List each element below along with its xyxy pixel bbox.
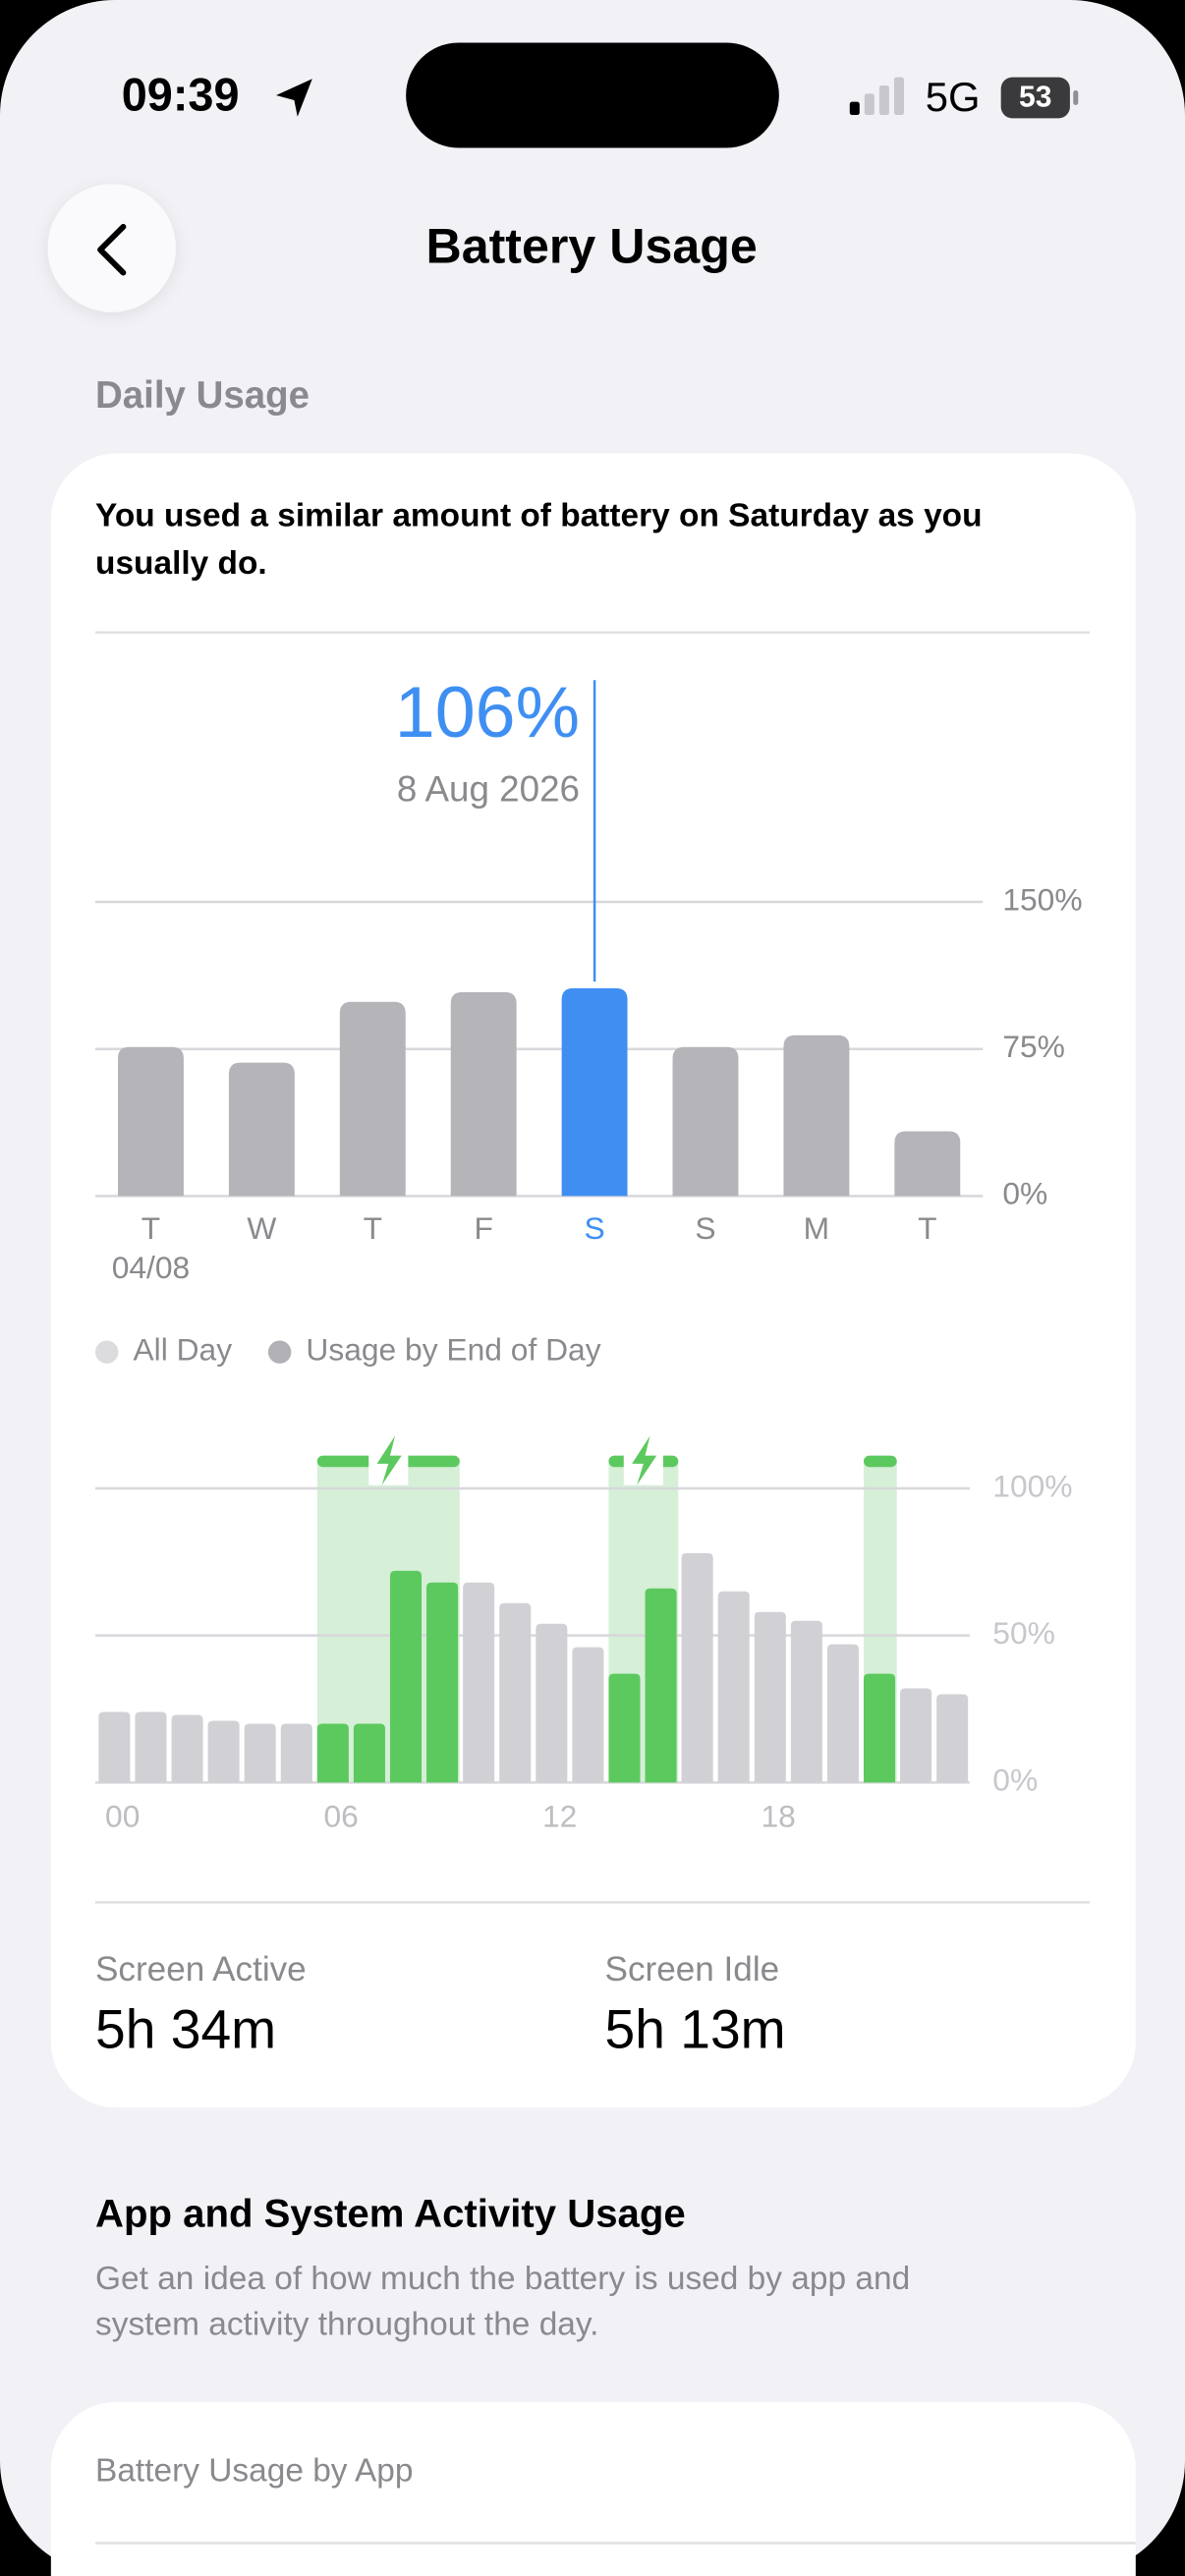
bar xyxy=(783,1035,850,1197)
y-tick-label: 0% xyxy=(1002,1176,1047,1211)
x-tick-label: 12 xyxy=(542,1799,577,1834)
battery-level: 53 xyxy=(1019,81,1051,113)
bar xyxy=(135,1711,167,1783)
bar xyxy=(936,1694,969,1783)
bar xyxy=(118,1046,184,1197)
signal-icon xyxy=(849,77,904,116)
summary-line: usually do. xyxy=(95,545,267,582)
activity-title: App and System Activity Usage xyxy=(95,2191,686,2235)
bolt-icon xyxy=(376,1435,402,1485)
bar xyxy=(681,1552,713,1783)
app-usage-title: Battery Usage by App xyxy=(95,2452,413,2489)
back-button-bg[interactable] xyxy=(47,184,176,312)
bar xyxy=(894,1131,961,1197)
bar xyxy=(450,991,517,1197)
stat-value: 5h 13m xyxy=(605,1999,786,2060)
network-label: 5G xyxy=(926,74,981,120)
bar xyxy=(316,1723,349,1783)
bolt-icon xyxy=(632,1435,657,1485)
battery-icon xyxy=(1000,77,1070,119)
value-label: 106% xyxy=(395,671,580,753)
daily-chart: 0% 75% 150% T 04/08 W T F S 106% 8 Aug 2026 S M T xyxy=(95,671,1083,1285)
bar xyxy=(171,1714,203,1783)
bar xyxy=(645,1588,677,1783)
hourly-chart: All Day Usage by End of Day 0% 50% 100% 00 06 1… xyxy=(95,1332,1073,1834)
app-usage-card[interactable] xyxy=(50,2401,1136,2576)
bar xyxy=(244,1723,276,1783)
location-icon xyxy=(276,79,312,117)
dynamic-island xyxy=(406,42,779,148)
back-chevron[interactable] xyxy=(97,223,127,276)
bar xyxy=(353,1723,385,1783)
x-tick-label: M xyxy=(804,1210,829,1246)
bar xyxy=(717,1591,750,1783)
bar xyxy=(572,1647,604,1783)
legend-label: Usage by End of Day xyxy=(306,1332,600,1368)
bar xyxy=(672,1046,739,1197)
usage-card xyxy=(50,453,1136,2108)
bar xyxy=(463,1582,495,1783)
bar xyxy=(228,1062,295,1197)
x-tick-label: T xyxy=(364,1210,382,1246)
bar xyxy=(499,1602,532,1783)
bar xyxy=(98,1711,131,1783)
y-tick-label: 75% xyxy=(1002,1029,1065,1064)
bar xyxy=(790,1620,822,1783)
bar xyxy=(561,987,628,1197)
bar xyxy=(207,1720,240,1783)
battery-tip xyxy=(1073,89,1079,106)
bar xyxy=(900,1688,932,1783)
activity-description: system activity throughout the day. xyxy=(95,2307,598,2343)
x-tick-label: S xyxy=(695,1210,715,1246)
x-tick-label: T xyxy=(141,1210,160,1246)
x-tick-label: 00 xyxy=(105,1799,140,1834)
selected-date: 8 Aug 2026 xyxy=(397,769,580,810)
section-title: Daily Usage xyxy=(95,374,310,417)
x-tick-label: 06 xyxy=(324,1799,359,1834)
x-date-label: 04/08 xyxy=(112,1250,191,1285)
y-tick-label: 100% xyxy=(992,1468,1072,1503)
stat-label: Screen Active xyxy=(95,1950,307,1988)
legend-marker xyxy=(95,1340,119,1364)
x-tick-label: W xyxy=(247,1210,276,1246)
stat-value: 5h 34m xyxy=(95,1999,276,2060)
activity-description: Get an idea of how much the battery is u… xyxy=(95,2261,910,2297)
y-tick-label: 50% xyxy=(992,1615,1055,1651)
legend-label: All Day xyxy=(133,1332,232,1368)
back-button[interactable] xyxy=(47,184,176,312)
x-tick-label: S xyxy=(584,1210,604,1246)
x-tick-label: T xyxy=(918,1210,936,1246)
summary-line: You used a similar amount of battery on … xyxy=(95,498,983,534)
bar xyxy=(863,1673,896,1783)
y-tick-label: 150% xyxy=(1002,881,1082,917)
bar xyxy=(339,1001,406,1197)
bar xyxy=(826,1644,859,1783)
x-tick-label: 18 xyxy=(761,1799,795,1834)
stat-label: Screen Idle xyxy=(605,1950,780,1988)
bar xyxy=(536,1623,568,1783)
bar xyxy=(754,1611,786,1783)
bar xyxy=(389,1570,423,1783)
bar xyxy=(608,1673,641,1783)
charging-cap xyxy=(863,1455,897,1468)
bar xyxy=(280,1723,312,1783)
legend-marker xyxy=(267,1340,292,1364)
bar xyxy=(426,1582,459,1783)
status-time: 09:39 xyxy=(122,70,240,121)
x-tick-label: F xyxy=(474,1210,492,1246)
page-title: Battery Usage xyxy=(425,218,757,273)
y-tick-label: 0% xyxy=(992,1763,1038,1798)
